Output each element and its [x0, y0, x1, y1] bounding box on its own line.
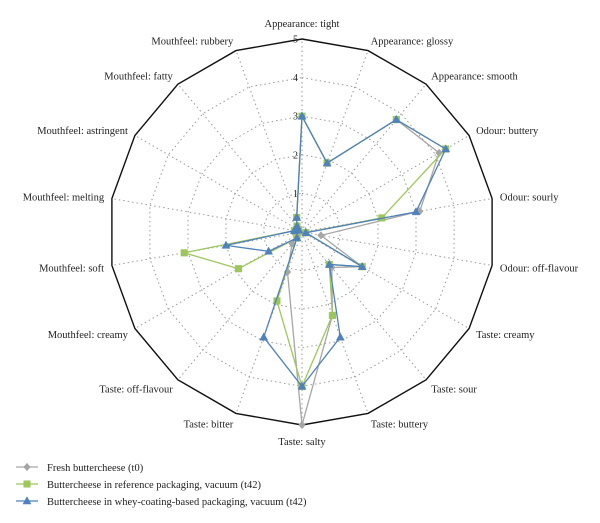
legend-label: Buttercheese in whey-coating-based packa…: [47, 497, 307, 508]
series-line: [184, 113, 447, 389]
grid-spoke: [134, 135, 303, 233]
tick-label: 3: [293, 112, 298, 123]
data-series: [180, 111, 451, 430]
axis-label-appearance-tight: Appearance: tight: [265, 19, 340, 30]
data-point: [264, 246, 274, 255]
series-line: [286, 113, 440, 426]
tick-label: 4: [293, 73, 298, 84]
axis-label-taste-bitter: Taste: bitter: [184, 420, 234, 431]
grid-spoke: [301, 231, 493, 266]
tick-label: 1: [293, 189, 298, 200]
grid-spoke: [301, 231, 369, 414]
legend-marker: [22, 496, 32, 505]
grid-spoke: [301, 83, 427, 233]
grid-spoke: [111, 231, 303, 266]
legend-item: Buttercheese in reference packaging, vac…: [16, 480, 261, 491]
data-point: [335, 332, 345, 341]
legend-marker: [23, 462, 31, 472]
data-point: [324, 259, 334, 268]
data-point: [357, 261, 367, 270]
axis-label-appearance-smooth: Appearance: smooth: [431, 72, 518, 83]
series-line: [225, 113, 447, 388]
legend-label: Buttercheese in reference packaging, vac…: [47, 480, 261, 491]
axis-label-taste-buttery: Taste: buttery: [371, 420, 429, 431]
grid-spoke: [301, 231, 427, 381]
axis-label-taste-off-flavour: Taste: off-flavour: [99, 384, 173, 395]
axis-label-taste-salty: Taste: salty: [278, 437, 326, 448]
series-3: [221, 111, 451, 390]
axis-label-mouthfeel-astringent: Mouthfeel: astringent: [37, 126, 128, 137]
data-point: [322, 158, 332, 167]
grid-spoke: [235, 231, 303, 414]
data-point: [391, 114, 401, 123]
data-point: [301, 227, 311, 236]
axis-label-mouthfeel-melting: Mouthfeel: melting: [23, 193, 105, 204]
axis-label-odour-off-flavour: Odour: off-flavour: [500, 263, 579, 274]
axis-label-mouthfeel-rubbery: Mouthfeel: rubbery: [151, 36, 234, 47]
grid-spoke: [301, 50, 369, 233]
series-1: [283, 112, 443, 430]
legend-item: Fresh buttercheese (t0): [16, 462, 144, 474]
axis-label-odour-sourly: Odour: sourly: [500, 193, 559, 204]
legend-item: Buttercheese in whey-coating-based packa…: [16, 496, 307, 508]
data-point: [297, 381, 307, 390]
data-point: [292, 212, 302, 221]
grid-spoke: [177, 231, 303, 381]
data-point: [328, 311, 336, 319]
grid-spoke: [235, 50, 303, 233]
grid-spoke: [301, 198, 493, 233]
grid-spoke: [177, 83, 303, 233]
grid-spoke: [301, 231, 470, 329]
grid-spoke: [111, 198, 303, 233]
data-point: [292, 233, 302, 242]
axis-labels: Appearance: tight Appearance: glossy Appea…: [23, 19, 579, 448]
axis-label-taste-sour: Taste: sour: [431, 384, 477, 395]
axis-label-mouthfeel-soft: Mouthfeel: soft: [39, 263, 104, 274]
data-point: [259, 332, 269, 341]
data-point: [297, 111, 307, 120]
tick-label: 5: [293, 35, 298, 46]
axis-label-mouthfeel-creamy: Mouthfeel: creamy: [48, 330, 129, 341]
data-point: [180, 249, 188, 257]
legend-label: Fresh buttercheese (t0): [47, 463, 144, 474]
data-point: [298, 420, 306, 430]
axis-label-taste-creamy: Taste: creamy: [476, 330, 535, 341]
axis-label-odour-buttery: Odour: buttery: [476, 126, 539, 137]
axis-label-mouthfeel-fatty: Mouthfeel: fatty: [104, 72, 173, 83]
legend-marker: [23, 480, 31, 488]
data-point: [221, 240, 231, 249]
grid-spoke: [301, 135, 470, 233]
data-point: [441, 144, 451, 153]
tick-label: 2: [293, 150, 298, 161]
axis-label-appearance-glossy: Appearance: glossy: [371, 36, 454, 47]
grid-ring: [187, 115, 417, 349]
data-point: [234, 265, 243, 273]
legend: Fresh buttercheese (t0) Buttercheese in r…: [16, 462, 307, 508]
data-point: [294, 225, 304, 234]
data-point: [317, 231, 325, 240]
data-point: [283, 267, 292, 277]
data-point: [411, 207, 421, 216]
data-point: [292, 221, 302, 230]
